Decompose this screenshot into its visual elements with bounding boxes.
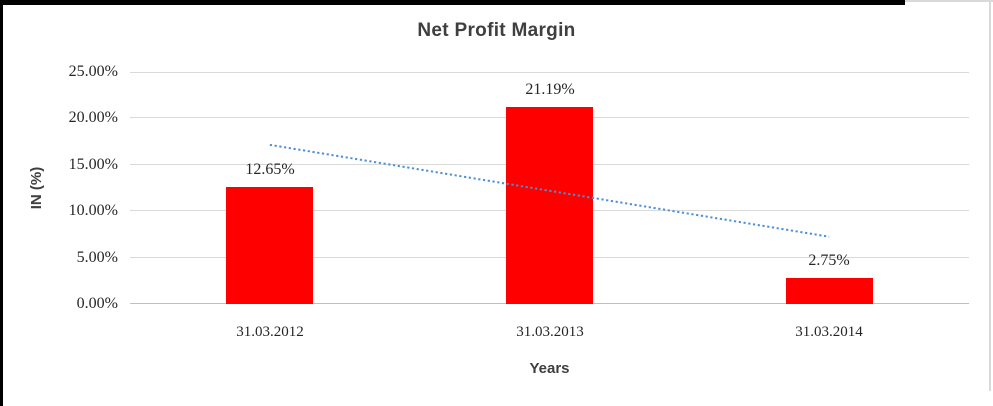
x-axis-title: Years <box>529 360 570 377</box>
y-tick-label: 10.00% <box>68 202 118 219</box>
left-border-line <box>0 0 3 406</box>
plot-area: 12.65% 21.19% 2.75% <box>130 72 969 304</box>
x-tick-label: 31.03.2013 <box>516 324 584 340</box>
bar-31.03.2012[interactable] <box>226 187 313 304</box>
y-tick-label: 0.00% <box>76 295 118 312</box>
bar-data-label: 2.75% <box>808 252 850 269</box>
y-tick-label: 25.00% <box>68 63 118 80</box>
trendline[interactable] <box>269 143 830 238</box>
bar-data-label: 12.65% <box>245 161 295 178</box>
y-axis-title: IN (%) <box>28 166 45 210</box>
bar-data-label: 21.19% <box>525 81 575 98</box>
bar-31.03.2013[interactable] <box>506 107 593 304</box>
top-border-line <box>0 0 905 5</box>
gridline <box>130 72 969 73</box>
chart-title: Net Profit Margin <box>417 20 576 41</box>
y-tick-label: 20.00% <box>68 109 118 126</box>
top-cell-gridline <box>905 0 993 2</box>
bar-31.03.2014[interactable] <box>786 278 873 304</box>
y-tick-label: 5.00% <box>76 249 118 266</box>
x-tick-label: 31.03.2012 <box>236 324 304 340</box>
y-tick-label: 15.00% <box>68 156 118 173</box>
x-tick-label: 31.03.2014 <box>795 324 863 340</box>
right-cell-gridline <box>989 0 991 391</box>
trendline-layer <box>269 143 830 238</box>
